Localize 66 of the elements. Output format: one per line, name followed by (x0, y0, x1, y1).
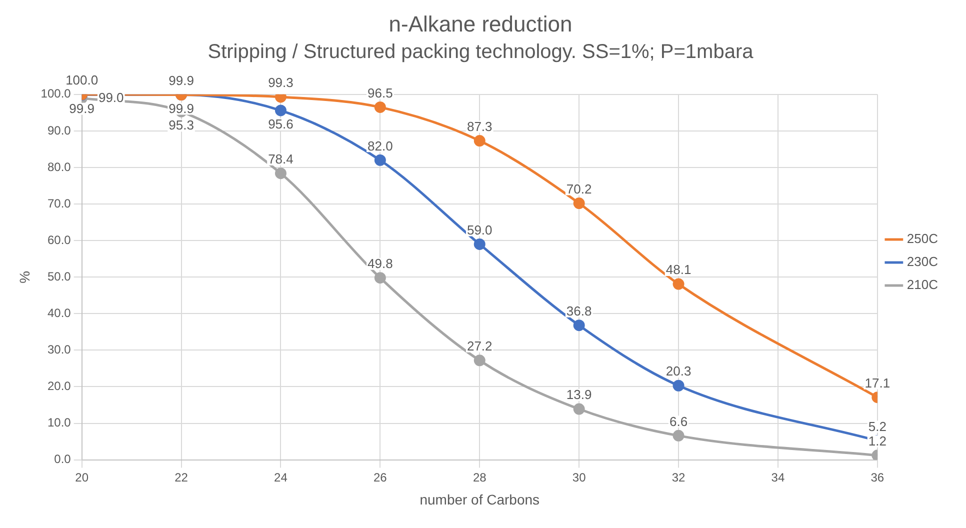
point (374, 154, 386, 166)
data-label: 5.2 (868, 418, 886, 434)
y-tick-label: 80.0 (47, 160, 72, 174)
y-tick-label: 100.0 (40, 86, 72, 101)
y-tick-label: 50.0 (47, 269, 72, 284)
data-label: 99.9 (168, 100, 194, 116)
x-tick-label: 26 (373, 470, 388, 484)
data-label: 1.2 (868, 433, 886, 448)
x-axis-title: number of Carbons (420, 491, 540, 508)
data-label: 82.0 (368, 138, 393, 154)
y-tick-label: 0.0 (54, 452, 72, 466)
data-label: 59.0 (466, 222, 492, 238)
legend-label: 210C (906, 277, 938, 292)
point (274, 104, 286, 116)
y-tick-label: 70.0 (47, 196, 72, 210)
y-tick-label: 20.0 (47, 379, 72, 394)
y-tick-label: 90.0 (47, 123, 72, 138)
data-label: 49.8 (368, 256, 393, 271)
data-label: 13.9 (566, 387, 592, 402)
data-label: 27.2 (466, 338, 492, 354)
point (374, 272, 386, 284)
point (672, 380, 684, 392)
y-tick-label: 30.0 (47, 342, 72, 356)
x-tick-label: 20 (75, 470, 89, 484)
data-label: 99.0 (98, 90, 124, 106)
chart-title: n-Alkane reduction (388, 11, 572, 36)
y-tick-label: 10.0 (47, 416, 72, 430)
data-label: 99.3 (268, 75, 294, 90)
y-axis-title: % (16, 270, 32, 284)
legend-label: 230C (906, 254, 938, 270)
data-label: 100.0 (66, 72, 98, 88)
data-label: 70.2 (566, 181, 592, 196)
point (672, 278, 684, 290)
legend-label: 250C (906, 231, 938, 246)
x-tick-label: 28 (472, 470, 487, 484)
data-label: 95.3 (168, 118, 194, 133)
data-label: 6.6 (669, 414, 688, 429)
data-label: 78.4 (268, 151, 294, 166)
x-tick-label: 24 (274, 470, 288, 484)
point (274, 94, 286, 103)
y-tick-label: 60.0 (47, 232, 72, 247)
data-label: 99.9 (168, 72, 194, 88)
point (374, 101, 386, 113)
point (573, 403, 585, 415)
point (573, 198, 585, 210)
data-label: 96.5 (368, 85, 393, 100)
data-label: 87.3 (466, 118, 492, 134)
point (573, 320, 585, 332)
x-tick-label: 36 (870, 470, 884, 484)
data-label: 99.9 (69, 100, 94, 116)
data-label: 17.1 (864, 375, 890, 390)
point (474, 354, 486, 366)
data-label: 36.8 (566, 303, 592, 318)
y-tick-label: 40.0 (47, 306, 72, 320)
point (274, 168, 286, 180)
point (474, 135, 486, 147)
data-label: 95.6 (268, 116, 294, 132)
x-tick-label: 32 (672, 470, 686, 484)
point (672, 430, 684, 442)
x-tick-label: 34 (771, 470, 785, 484)
data-label: 20.3 (666, 364, 692, 379)
x-tick-label: 22 (174, 470, 188, 484)
x-tick-label: 30 (572, 470, 586, 484)
data-label: 48.1 (666, 262, 692, 278)
chart-subtitle: Stripping / Structured packing technology. SS=1%; P=1mbara (208, 40, 754, 63)
point (474, 238, 486, 250)
